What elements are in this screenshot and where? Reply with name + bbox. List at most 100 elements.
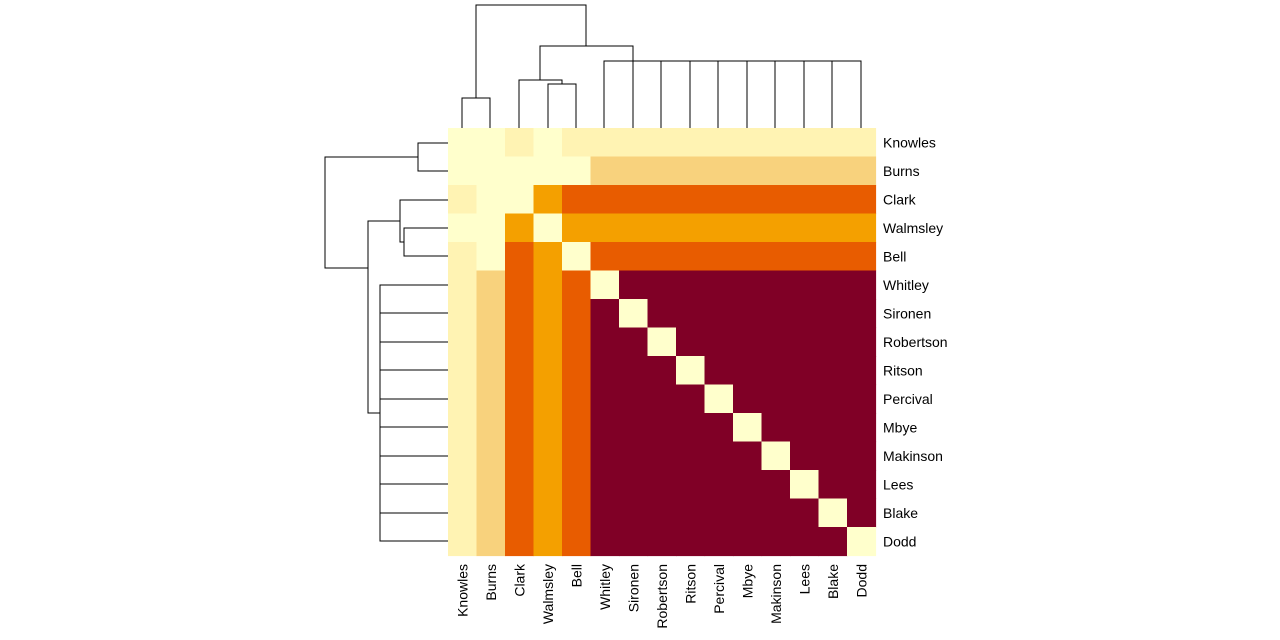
heatmap-cell [476, 156, 506, 186]
column-dendrogram-branch [603, 60, 862, 128]
heatmap-cell [562, 270, 592, 300]
heatmap-cell [847, 441, 877, 471]
heatmap-cell [533, 213, 563, 243]
column-label: Dodd [853, 564, 869, 597]
heatmap-cell [676, 185, 706, 215]
row-label: Clark [883, 191, 917, 207]
column-label: Ritson [682, 564, 698, 604]
heatmap-cell [505, 242, 535, 272]
heatmap-cell [761, 270, 791, 300]
heatmap-cell [533, 413, 563, 443]
heatmap-cell [676, 299, 706, 329]
heatmap-cell [619, 527, 649, 557]
heatmap-cell [647, 299, 677, 329]
heatmap-cell [818, 299, 848, 329]
heatmap-cell [590, 270, 620, 300]
heatmap-cell [476, 299, 506, 329]
heatmap-cell [533, 527, 563, 557]
row-dendrogram-branch [379, 284, 448, 542]
heatmap-cell [533, 156, 563, 186]
heatmap-cell [790, 156, 820, 186]
heatmap-cell [847, 242, 877, 272]
heatmap-cell [733, 128, 763, 158]
heatmap-cell [647, 356, 677, 386]
column-dendrogram-branch [461, 97, 491, 128]
heatmap-cell [676, 327, 706, 357]
heatmap-cell [590, 356, 620, 386]
heatmap-cell [733, 299, 763, 329]
heatmap-cell [818, 327, 848, 357]
heatmap-cell [619, 441, 649, 471]
heatmap-cell [505, 356, 535, 386]
column-labels: Knowles Burns Clark Walmsley Bell Whitley Siro… [454, 563, 869, 629]
heatmap-cell [619, 384, 649, 414]
heatmap-cell [476, 327, 506, 357]
heatmap-cell [790, 270, 820, 300]
heatmap-cell [590, 441, 620, 471]
heatmap-cell [476, 242, 506, 272]
heatmap-cell [448, 470, 478, 500]
row-label: Mbye [883, 419, 917, 435]
heatmap-cell [476, 441, 506, 471]
heatmap-cell [505, 384, 535, 414]
heatmap-cell [847, 213, 877, 243]
heatmap-cell [676, 498, 706, 528]
heatmap-cell [847, 128, 877, 158]
column-label: Clark [511, 563, 527, 597]
heatmap-cell [704, 498, 734, 528]
row-labels: Knowles Burns Clark Walmsley Bell Whitley Siro… [883, 134, 948, 549]
heatmap-cell [448, 270, 478, 300]
heatmap-cell [448, 498, 478, 528]
row-label: Blake [883, 505, 918, 521]
heatmap-cell [790, 384, 820, 414]
heatmap-cell [676, 270, 706, 300]
heatmap-cell [818, 156, 848, 186]
column-dendrogram-branch [547, 83, 577, 128]
heatmap-cell [505, 270, 535, 300]
row-dendrogram-branch [367, 220, 400, 414]
heatmap-cell [448, 128, 478, 158]
column-label: Walmsley [540, 564, 556, 624]
heatmap-cell [790, 213, 820, 243]
heatmap-cell [562, 213, 592, 243]
heatmap-cell [676, 213, 706, 243]
heatmap-cell [619, 498, 649, 528]
heatmap-cell [704, 156, 734, 186]
heatmap-cell [590, 299, 620, 329]
column-dendrogram [461, 4, 862, 128]
heatmap-cell [761, 128, 791, 158]
column-label: Mbye [739, 564, 755, 598]
heatmap-cell [847, 527, 877, 557]
heatmap-cell [847, 185, 877, 215]
heatmap-cell [562, 242, 592, 272]
heatmap-cell [448, 185, 478, 215]
row-dendrogram-branch [417, 142, 448, 172]
column-label: Makinson [768, 564, 784, 624]
heatmap-cell [590, 413, 620, 443]
heatmap-cell [562, 527, 592, 557]
heatmap-cell [704, 213, 734, 243]
heatmap-cell [562, 128, 592, 158]
row-dendrogram [324, 142, 448, 542]
heatmap-cell [733, 242, 763, 272]
heatmap-cell [476, 413, 506, 443]
heatmap-cell [619, 270, 649, 300]
heatmap-cell [590, 384, 620, 414]
row-label: Dodd [883, 533, 916, 549]
heatmap-cell [590, 213, 620, 243]
heatmap-cell [619, 242, 649, 272]
heatmap-cell [818, 356, 848, 386]
heatmap-cell [733, 327, 763, 357]
heatmap-cell [818, 413, 848, 443]
heatmap-cell [562, 441, 592, 471]
heatmap-cell [818, 384, 848, 414]
heatmap-cell [533, 185, 563, 215]
column-label: Burns [483, 564, 499, 601]
heatmap-cell [761, 213, 791, 243]
heatmap-cell [448, 213, 478, 243]
column-label: Knowles [454, 564, 470, 617]
heatmap-cell [476, 128, 506, 158]
heatmap-cell [505, 185, 535, 215]
heatmap-cell [590, 527, 620, 557]
